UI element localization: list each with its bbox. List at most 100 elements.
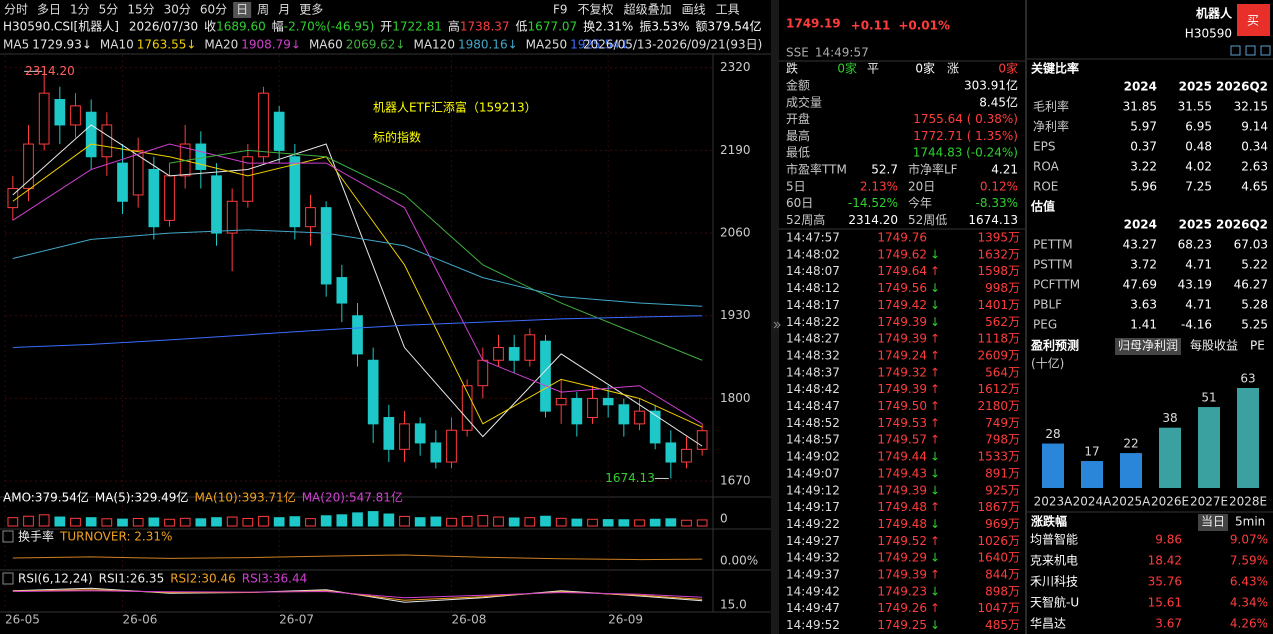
tick-time: 14:48:57 [786,433,840,447]
tick-direction: ↑ [930,568,940,582]
tool-button[interactable]: 不复权 [578,3,614,17]
tick-direction: ↓ [930,315,940,329]
rsi-line [12,590,703,599]
timeframe-tab[interactable]: 周 [257,3,269,17]
date: 2026/07/30 [129,20,198,34]
movers-tab[interactable]: 5min [1235,515,1265,529]
volume-bar [461,515,473,527]
candle-body [524,334,536,361]
forecast-tab[interactable]: PE [1250,339,1265,353]
help-icon[interactable] [2,530,14,543]
cell-value: 0.37 [1130,140,1157,154]
tool-button[interactable]: 工具 [716,3,740,17]
candle-body [430,442,442,463]
buy-button[interactable] [1237,4,1270,36]
field-label: 开 [380,20,392,34]
volume-bar [101,518,113,527]
legend-label: RSI1: [99,572,130,586]
stat-label: 市净率LF [908,162,958,177]
candle-body [258,92,269,158]
stat-label: 最低 [786,146,810,160]
movers-tab[interactable]: 当日 [1201,515,1225,529]
tick-volume: 891万 [985,466,1020,480]
bar-value: 28 [1045,427,1060,441]
field-label: 收 [204,20,216,34]
tool-button[interactable]: 画线 [682,3,706,17]
tool-button[interactable]: F9 [553,3,568,17]
legend-value: 36.44 [273,572,307,586]
panel-title: RSI(6,12,24) [18,572,93,586]
stat-label: 今年 [908,195,932,210]
candle-body [367,359,379,425]
volume-bar [430,516,442,527]
panel-icon[interactable] [1230,45,1241,56]
timeframe-tab[interactable]: 1分 [70,3,90,17]
tick-price: 1749.64 [877,264,927,278]
tick-price: 1749.48 [877,500,927,514]
stock-name[interactable]: 克来机电 [1030,554,1078,568]
volume-bar [258,515,269,527]
stock-name[interactable]: 均普智能 [1030,532,1078,547]
symbol: H30590.CSI[机器人] [3,20,119,34]
collapse-icon [773,321,781,329]
tick-direction: ↑ [930,382,940,396]
column-header: 2024 [1124,80,1157,94]
cell-value: 31.85 [1123,100,1157,114]
tick-time: 14:49:37 [786,568,840,582]
timeframe-tab[interactable]: 更多 [299,3,323,17]
tick-price: 1749.52 [877,534,927,548]
candle-body [696,430,708,450]
candle-body [336,277,348,304]
forecast-tab[interactable]: 每股收益 [1190,338,1238,353]
timeframe-tab[interactable]: 60分 [200,3,227,17]
timeframe-tab[interactable]: 5分 [99,3,119,17]
help-icon[interactable] [2,572,14,585]
tick-price: 1749.25 [877,618,927,632]
cell-value: 5.25 [1241,318,1268,332]
stock-name[interactable]: 华昌达 [1030,617,1066,631]
bar-value: 63 [1240,372,1255,386]
panel-icon[interactable] [1260,45,1271,56]
timeframe-tab[interactable]: 15分 [127,3,154,17]
volume-bar [493,516,504,527]
legend-label: AMO: [3,491,35,505]
candle-body [164,175,175,221]
timeframe-tab[interactable]: 月 [278,3,290,17]
tick-direction: ↓ [930,517,940,531]
tick-price: 1749.56 [877,281,927,295]
forecast-tab[interactable]: 归母净利润 [1118,339,1178,353]
volume-bar [383,513,395,527]
tick-price: 1749.23 [877,584,927,598]
field-label: 低 [516,20,528,34]
y-tick-label: 2060 [720,226,751,240]
stat-value: 303.91亿 [964,78,1018,93]
tick-direction: ↑ [930,534,940,548]
timeframe-tab[interactable]: 多日 [37,3,61,17]
tool-button[interactable]: 超级叠加 [624,2,672,17]
buy-label[interactable]: 买 [1247,14,1259,28]
splitter[interactable] [771,0,779,634]
ma-legend-name: MA20 [204,38,238,52]
field-value: 1689.60 [216,20,266,34]
panel-icon[interactable] [1245,45,1256,56]
row-label: PETTM [1033,238,1073,252]
stock-name[interactable]: 禾川科技 [1030,575,1078,589]
ma-line [12,143,703,425]
legend-label: MA(20): [302,491,349,505]
tick-direction: ↓ [930,281,940,295]
stock-name[interactable]: 天智航-U [1030,595,1079,610]
tick-time: 14:48:42 [786,382,840,396]
candle-body [117,162,128,202]
field-label: 振 [639,20,651,34]
volume-bar [634,519,645,527]
timeframe-tab[interactable]: 30分 [164,3,191,17]
tick-volume: 1867万 [977,500,1020,514]
tick-direction: ↓ [930,618,940,632]
timeframe-tab[interactable]: 日 [236,3,248,17]
tick-price: 1749.39 [877,332,927,346]
timeframe-tab[interactable]: 分时 [4,3,28,17]
volume-bar [665,518,677,527]
candle-body [649,410,661,444]
candle-body [148,168,160,228]
stat-value: 1744.83 (-0.24%) [913,146,1018,160]
